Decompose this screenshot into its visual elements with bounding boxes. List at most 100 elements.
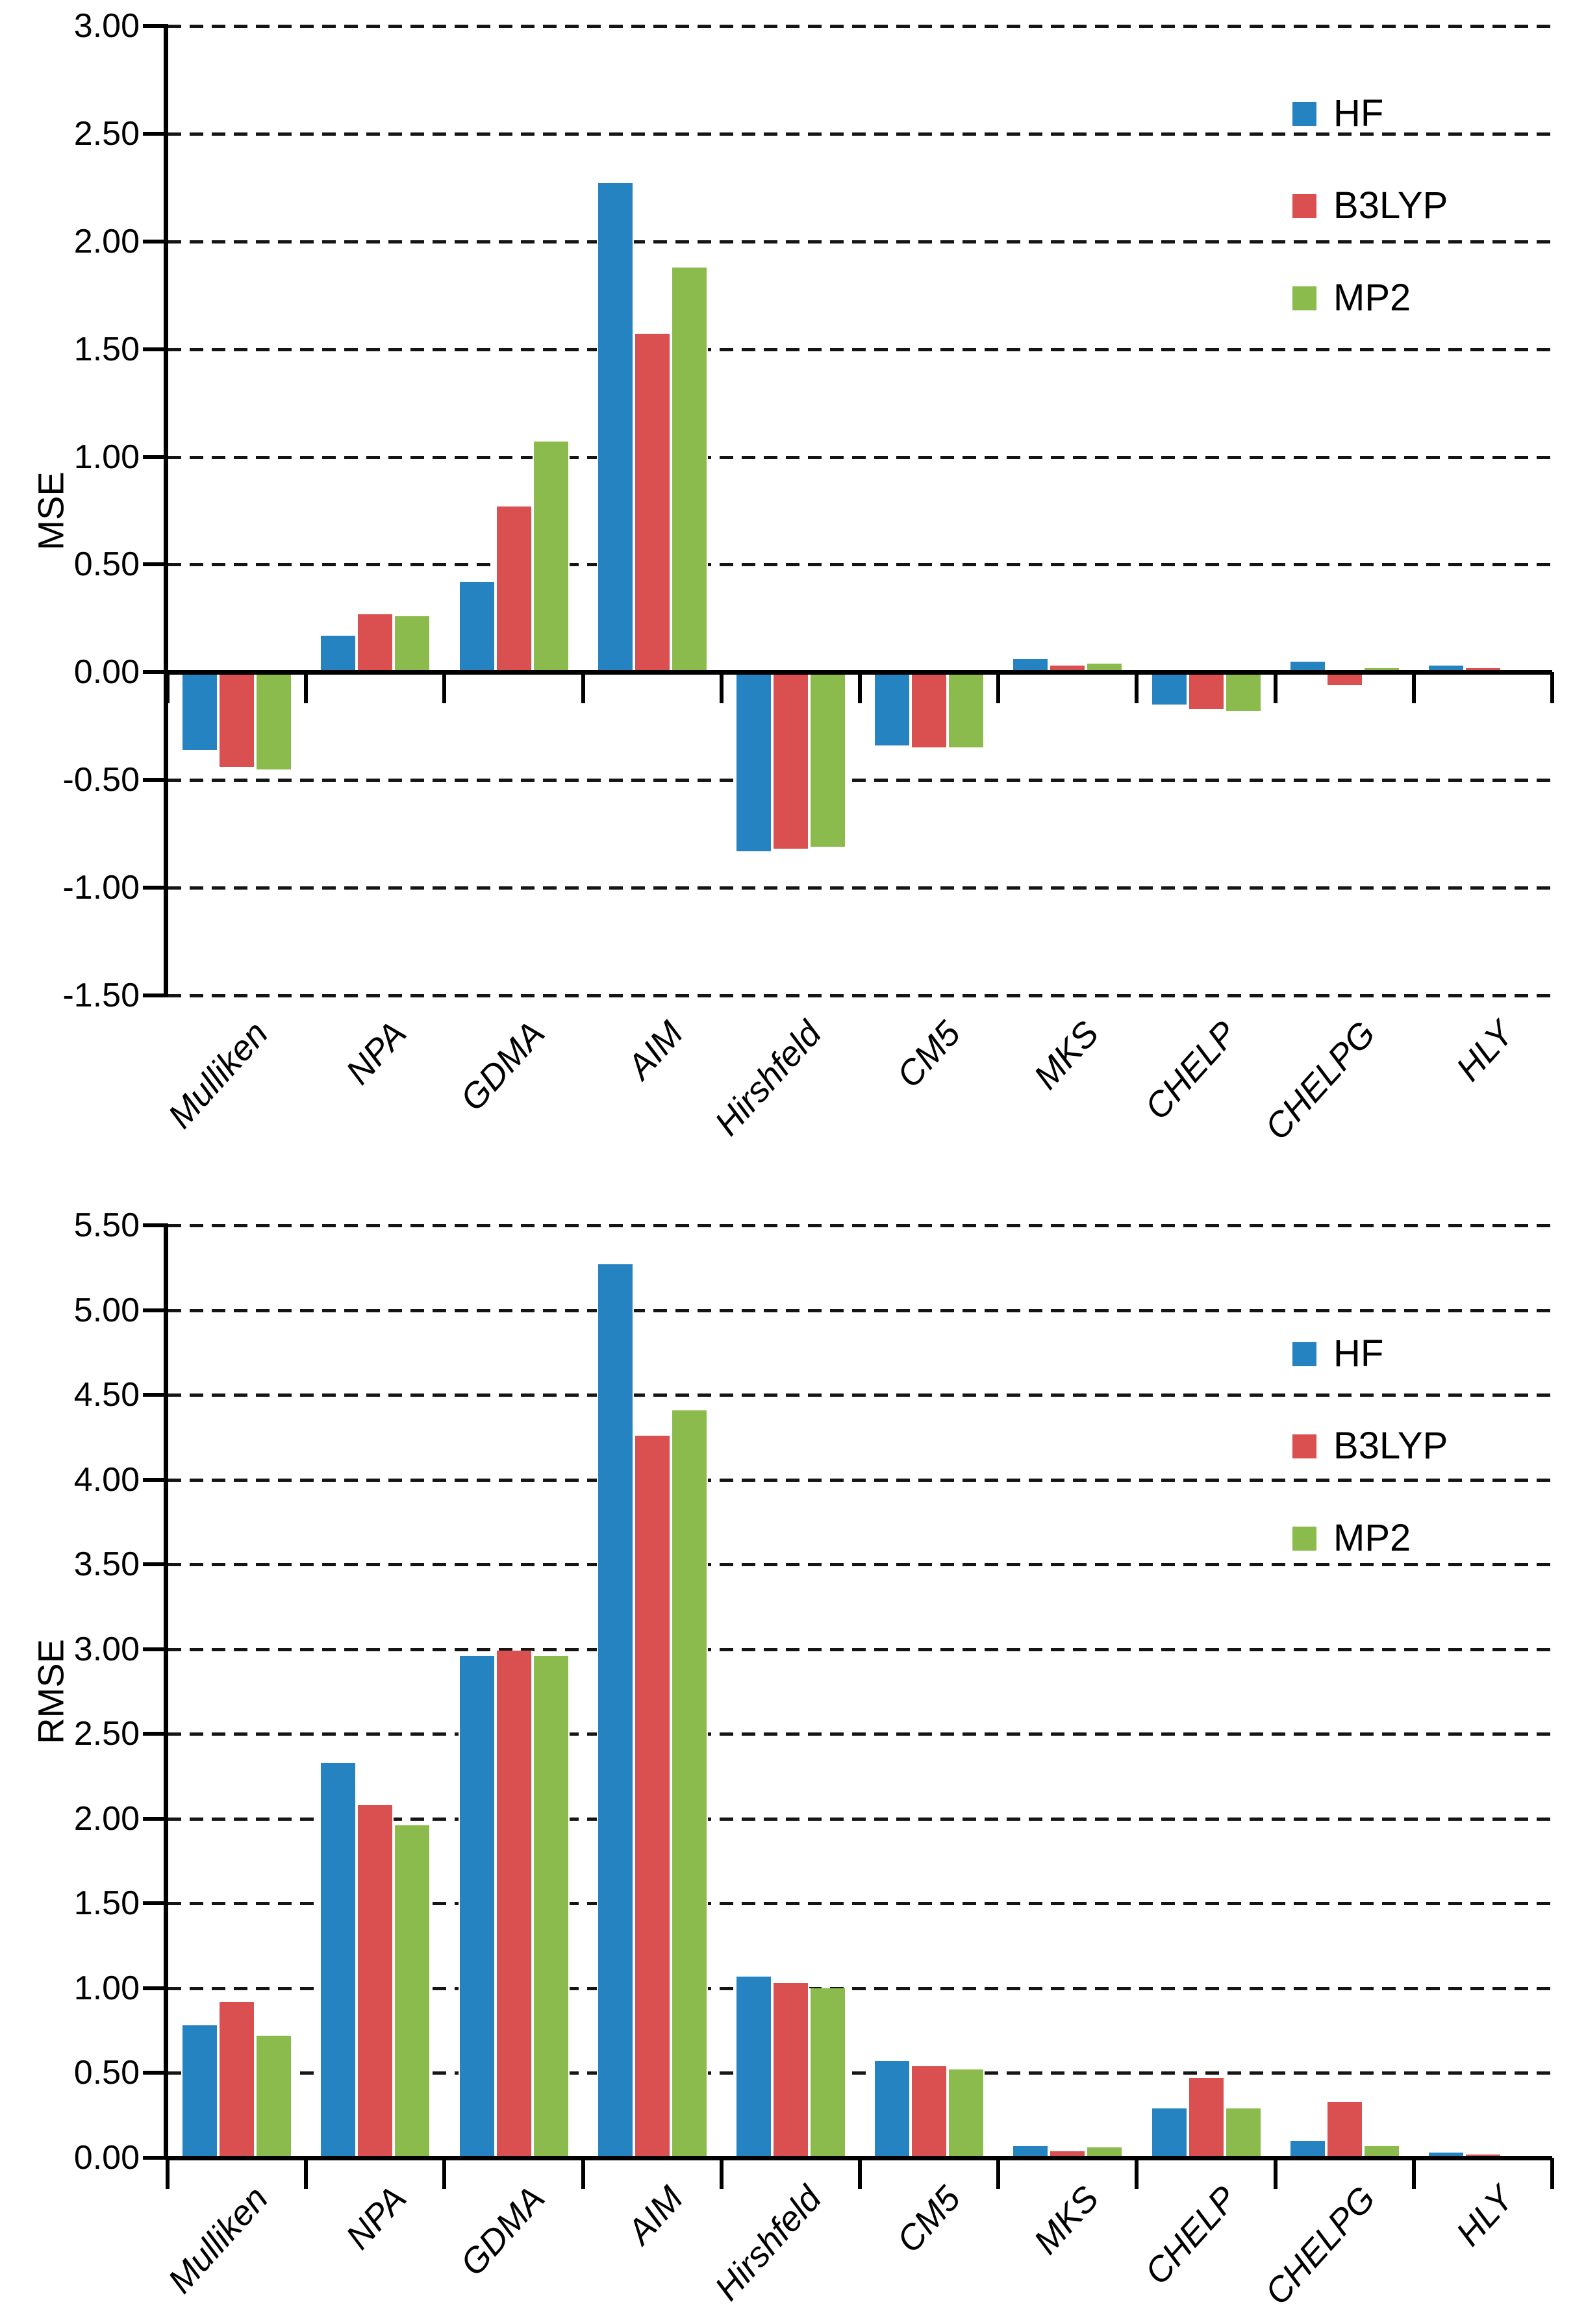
gridline (168, 1224, 1552, 1227)
legend-label: HF (1333, 92, 1384, 134)
bar-mp2-cm5 (948, 2069, 985, 2158)
legend-swatch-icon (1292, 1526, 1316, 1551)
y-tick-label: 1.50 (73, 330, 140, 368)
y-tick-label: 0.50 (73, 2054, 140, 2092)
y-axis-tick (143, 1477, 168, 1482)
gridline (168, 2071, 1552, 2075)
category-label-chelpg: CHELPG (1257, 2179, 1383, 2312)
bar-mp2-mulliken (255, 672, 293, 769)
category-label-hly: HLY (1449, 1014, 1522, 1089)
gridline (168, 347, 1552, 351)
bar-mp2-chelp (1224, 672, 1262, 712)
y-tick-label: -0.50 (62, 761, 140, 799)
y-axis-tick (143, 993, 168, 997)
legend-swatch-icon (1292, 194, 1316, 218)
gridline (168, 240, 1552, 244)
legend-entry-mp2: MP2 (1292, 279, 1411, 318)
y-axis-tick (143, 1732, 168, 1736)
category-label-hirshfeld: Hirshfeld (707, 1014, 829, 1143)
bar-b3lyp-gdma (495, 1651, 533, 2158)
bar-hf-chelpg (1289, 2140, 1326, 2158)
bar-mp2-gdma (532, 442, 570, 673)
category-label-cm5: CM5 (889, 2179, 968, 2260)
category-label-npa: NPA (338, 2179, 414, 2257)
x-axis-tick (1550, 2158, 1554, 2189)
gridline (168, 1563, 1552, 1567)
legend-swatch-icon (1292, 101, 1316, 126)
bar-mp2-mks (1086, 2147, 1124, 2158)
bar-b3lyp-mks (1049, 666, 1087, 673)
legend-label: MP2 (1333, 277, 1411, 319)
bar-hf-hirshfeld (735, 672, 772, 851)
category-label-aim: AIM (620, 2179, 691, 2252)
gridline (168, 25, 1552, 28)
legend-swatch-icon (1292, 286, 1316, 310)
x-axis-tick (442, 672, 447, 704)
x-axis-tick (581, 672, 585, 704)
y-axis-title: RMSE (30, 1639, 71, 1744)
bar-hf-hly (1427, 666, 1465, 673)
legend-entry-mp2: MP2 (1292, 1519, 1411, 1558)
x-axis-tick (1550, 672, 1554, 704)
bar-b3lyp-hirshfeld (772, 1983, 809, 2158)
bar-hf-mks (1012, 659, 1050, 673)
bar-mp2-gdma (532, 1656, 570, 2158)
y-axis-tick (143, 2071, 168, 2075)
y-tick-label: 1.00 (73, 1969, 140, 2007)
category-label-mks: MKS (1026, 1014, 1107, 1097)
bar-hf-mulliken (181, 2025, 219, 2158)
y-tick-label: 1.00 (73, 438, 140, 476)
bar-mp2-hirshfeld (809, 672, 846, 847)
bar-mp2-npa (394, 1825, 431, 2158)
legend-label: MP2 (1333, 1517, 1411, 1559)
bar-hf-aim (596, 1264, 634, 2158)
y-axis-line (164, 1223, 168, 2160)
y-tick-label: 3.00 (73, 1630, 140, 1668)
legend-entry-hf: HF (1292, 1334, 1383, 1373)
bar-b3lyp-mks (1049, 2151, 1087, 2158)
y-tick-label: -1.00 (62, 869, 140, 907)
bar-b3lyp-mulliken (218, 2001, 256, 2158)
y-axis-title: MSE (30, 471, 71, 551)
y-tick-label: -1.50 (62, 977, 140, 1014)
y-axis-tick (143, 455, 168, 459)
bar-hf-npa (320, 1762, 357, 2158)
bar-b3lyp-hly (1464, 668, 1502, 673)
gridline (168, 1902, 1552, 1906)
category-label-mulliken: Mulliken (160, 2179, 275, 2301)
bar-mp2-aim (670, 1410, 708, 2158)
bar-b3lyp-hirshfeld (772, 672, 809, 849)
bar-hf-aim (596, 183, 634, 673)
y-axis-tick (143, 1901, 168, 1906)
legend-swatch-icon (1292, 1342, 1316, 1366)
x-axis-tick (996, 2158, 1001, 2189)
legend-entry-b3lyp: B3LYP (1292, 186, 1448, 225)
y-tick-label: 0.50 (73, 545, 140, 584)
bar-b3lyp-chelpg (1326, 672, 1363, 686)
bar-mp2-hirshfeld (809, 1988, 846, 2158)
x-axis-tick (442, 2158, 447, 2189)
x-axis-tick (1135, 2158, 1139, 2189)
category-label-mulliken: Mulliken (160, 1014, 275, 1136)
category-label-chelp: CHELP (1137, 1014, 1245, 1127)
y-axis-tick (143, 24, 168, 28)
bar-hf-hly (1427, 2153, 1465, 2158)
y-tick-label: 4.00 (73, 1460, 140, 1499)
gridline (168, 1478, 1552, 1482)
bar-b3lyp-cm5 (911, 672, 948, 748)
y-axis-tick (143, 1986, 168, 1990)
bar-b3lyp-chelpg (1326, 2101, 1363, 2158)
bar-b3lyp-aim (633, 1435, 671, 2158)
x-axis-tick (719, 2158, 724, 2189)
y-axis-tick (143, 239, 168, 244)
legend-entry-hf: HF (1292, 94, 1383, 133)
bar-b3lyp-aim (633, 334, 671, 673)
x-axis-tick (581, 2158, 585, 2189)
y-axis-tick (143, 562, 168, 567)
bar-hf-hirshfeld (735, 1976, 772, 2158)
category-label-gdma: GDMA (453, 2179, 553, 2284)
bar-mp2-chelpg (1363, 2145, 1400, 2158)
legend-swatch-icon (1292, 1434, 1316, 1458)
y-axis-tick (143, 1562, 168, 1567)
